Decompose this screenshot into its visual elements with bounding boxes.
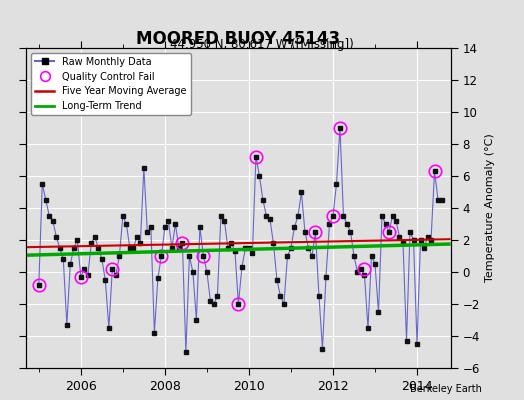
Legend: Raw Monthly Data, Quality Control Fail, Five Year Moving Average, Long-Term Tren: Raw Monthly Data, Quality Control Fail, … [31, 53, 191, 115]
Y-axis label: Temperature Anomaly (°C): Temperature Anomaly (°C) [485, 134, 495, 282]
Text: 44.950 N, 80.617 W ([Missing]): 44.950 N, 80.617 W ([Missing]) [170, 38, 354, 51]
Title: MOORED BUOY 45143: MOORED BUOY 45143 [136, 30, 341, 48]
Text: Berkeley Earth: Berkeley Earth [410, 384, 482, 394]
